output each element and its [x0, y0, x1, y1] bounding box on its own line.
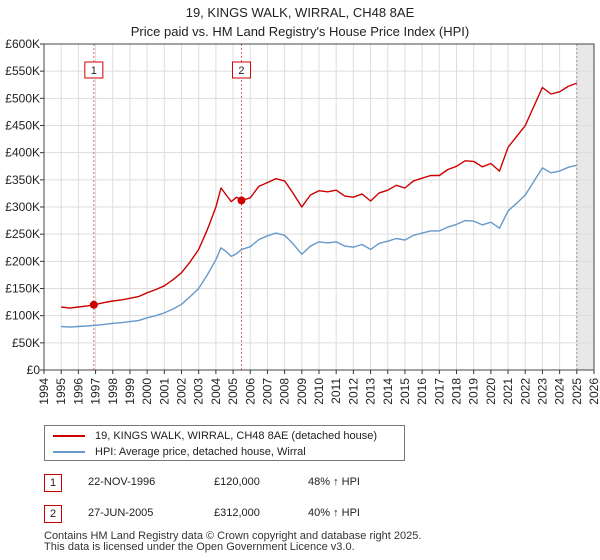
y-tick-label: £0 — [27, 363, 41, 377]
x-tick-label: 2003 — [192, 378, 206, 405]
x-tick-label: 2000 — [140, 378, 154, 405]
y-tick-label: £600K — [5, 37, 40, 51]
chart-title: 19, KINGS WALK, WIRRAL, CH48 8AE Price p… — [0, 3, 600, 41]
x-tick-label: 2016 — [415, 378, 429, 405]
sale-date: 22-NOV-1996 — [88, 476, 156, 488]
chart-title-line2: Price paid vs. HM Land Registry's House … — [130, 24, 470, 39]
x-tick-label: 2017 — [432, 378, 446, 405]
x-tick-label: 2010 — [312, 378, 326, 405]
x-tick-label: 2024 — [553, 378, 567, 405]
x-tick-label: 2001 — [157, 378, 171, 405]
x-tick-label: 2021 — [501, 378, 515, 405]
x-tick-label: 2020 — [484, 378, 498, 405]
y-tick-label: £400K — [5, 146, 40, 160]
y-tick-label: £50K — [12, 336, 40, 350]
chart-title-line1: 19, KINGS WALK, WIRRAL, CH48 8AE — [185, 5, 415, 20]
y-tick-label: £550K — [5, 64, 40, 78]
x-tick-label: 2012 — [346, 378, 360, 405]
y-tick-label: £350K — [5, 173, 40, 187]
legend-swatch-property — [53, 435, 85, 437]
x-tick-label: 2025 — [570, 378, 584, 405]
x-tick-label: 1999 — [123, 378, 137, 405]
y-tick-label: £100K — [5, 309, 40, 323]
x-tick-label: 2004 — [209, 378, 223, 405]
property-price-line — [61, 82, 578, 309]
footer-line2: This data is licensed under the Open Gov… — [44, 541, 355, 553]
sale-marker-badge — [84, 61, 104, 79]
x-tick-label: 2023 — [535, 378, 549, 405]
x-tick-label: 1994 — [37, 378, 51, 405]
sale-price: £120,000 — [214, 476, 260, 488]
footer-attribution: Contains HM Land Registry data © Crown c… — [44, 531, 594, 553]
sale-marker-label: 2 — [238, 65, 244, 77]
sale-price: £312,000 — [214, 507, 260, 519]
x-tick-label: 2014 — [381, 378, 395, 405]
x-tick-label: 2007 — [260, 378, 274, 405]
x-tick-label: 2005 — [226, 378, 240, 405]
x-tick-label: 2002 — [175, 378, 189, 405]
sale-number-badge: 2 — [44, 505, 62, 523]
x-tick-label: 1998 — [106, 378, 120, 405]
legend-swatch-hpi — [53, 451, 85, 453]
x-tick-label: 2006 — [243, 378, 257, 405]
x-tick-label: 1997 — [89, 378, 103, 405]
x-tick-label: 2015 — [398, 378, 412, 405]
sale-row-1: 1 22-NOV-1996 £120,000 48% ↑ HPI — [44, 474, 464, 494]
sale-marker-label: 1 — [91, 65, 97, 77]
x-tick-label: 2013 — [364, 378, 378, 405]
legend-label-property: 19, KINGS WALK, WIRRAL, CH48 8AE (detach… — [95, 430, 378, 442]
sale-hpi-change: 40% ↑ HPI — [308, 507, 360, 519]
x-tick-label: 1995 — [54, 378, 68, 405]
chart-legend: 19, KINGS WALK, WIRRAL, CH48 8AE (detach… — [44, 425, 405, 461]
x-tick-label: 2022 — [518, 378, 532, 405]
sale-number-badge: 1 — [44, 474, 62, 492]
x-tick-label: 2019 — [467, 378, 481, 405]
sale-date: 27-JUN-2005 — [88, 507, 154, 519]
y-tick-label: £300K — [5, 200, 40, 214]
y-tick-label: £200K — [5, 254, 40, 268]
x-tick-label: 2026 — [587, 378, 600, 405]
x-tick-label: 1996 — [71, 378, 85, 405]
y-tick-label: £500K — [5, 91, 40, 105]
plot-border — [43, 43, 595, 371]
x-tick-label: 2011 — [329, 378, 343, 404]
sale-hpi-change: 48% ↑ HPI — [308, 476, 360, 488]
y-tick-label: £450K — [5, 119, 40, 133]
footer-line1: Contains HM Land Registry data © Crown c… — [44, 530, 422, 542]
price-chart: 1 2 £0 £50K £100K £150K £200K £250K £300K £350K £4… — [5, 37, 600, 405]
sale-row-2: 2 27-JUN-2005 £312,000 40% ↑ HPI — [44, 505, 464, 525]
sale-point — [237, 196, 246, 205]
y-tick-label: £250K — [5, 227, 40, 241]
sale-point — [89, 300, 98, 309]
legend-label-hpi: HPI: Average price, detached house, Wirr… — [95, 446, 306, 458]
sale-marker-badge — [231, 61, 251, 79]
x-tick-label: 2018 — [450, 378, 464, 405]
hpi-line — [61, 164, 577, 328]
x-tick-label: 2008 — [278, 378, 292, 405]
y-tick-label: £150K — [5, 282, 40, 296]
x-tick-label: 2009 — [295, 378, 309, 405]
